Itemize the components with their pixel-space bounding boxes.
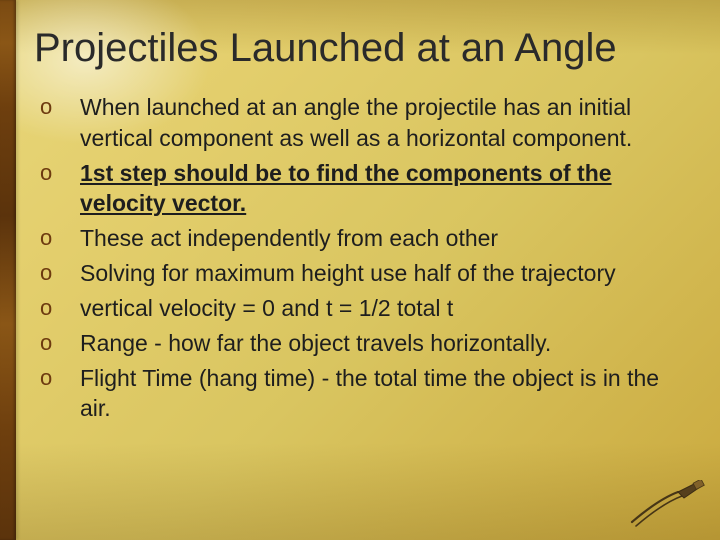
list-item-text: These act independently from each other	[80, 223, 498, 254]
bullet-glyph: o	[40, 258, 80, 288]
list-item-text: vertical velocity = 0 and t = 1/2 total …	[80, 293, 453, 324]
slide-title: Projectiles Launched at an Angle	[34, 26, 684, 70]
bullet-glyph: o	[40, 158, 80, 188]
list-item-text: Range - how far the object travels horiz…	[80, 328, 551, 359]
bullet-glyph: o	[40, 92, 80, 122]
list-item-text: When launched at an angle the projectile…	[80, 92, 684, 154]
list-item: oThese act independently from each other	[40, 223, 684, 254]
slide: Projectiles Launched at an Angle oWhen l…	[0, 0, 720, 540]
list-item: overtical velocity = 0 and t = 1/2 total…	[40, 293, 684, 324]
list-item-text: Flight Time (hang time) - the total time…	[80, 363, 684, 425]
bullet-glyph: o	[40, 363, 80, 393]
bullet-glyph: o	[40, 293, 80, 323]
list-item: oRange - how far the object travels hori…	[40, 328, 684, 359]
list-item-text: Solving for maximum height use half of t…	[80, 258, 616, 289]
bullet-list: oWhen launched at an angle the projectil…	[34, 92, 684, 424]
list-item: oWhen launched at an angle the projectil…	[40, 92, 684, 154]
bullet-glyph: o	[40, 223, 80, 253]
list-item: oFlight Time (hang time) - the total tim…	[40, 363, 684, 425]
bullet-glyph: o	[40, 328, 80, 358]
list-item: oSolving for maximum height use half of …	[40, 258, 684, 289]
list-item-text: 1st step should be to find the component…	[80, 158, 684, 220]
list-item: o1st step should be to find the componen…	[40, 158, 684, 220]
